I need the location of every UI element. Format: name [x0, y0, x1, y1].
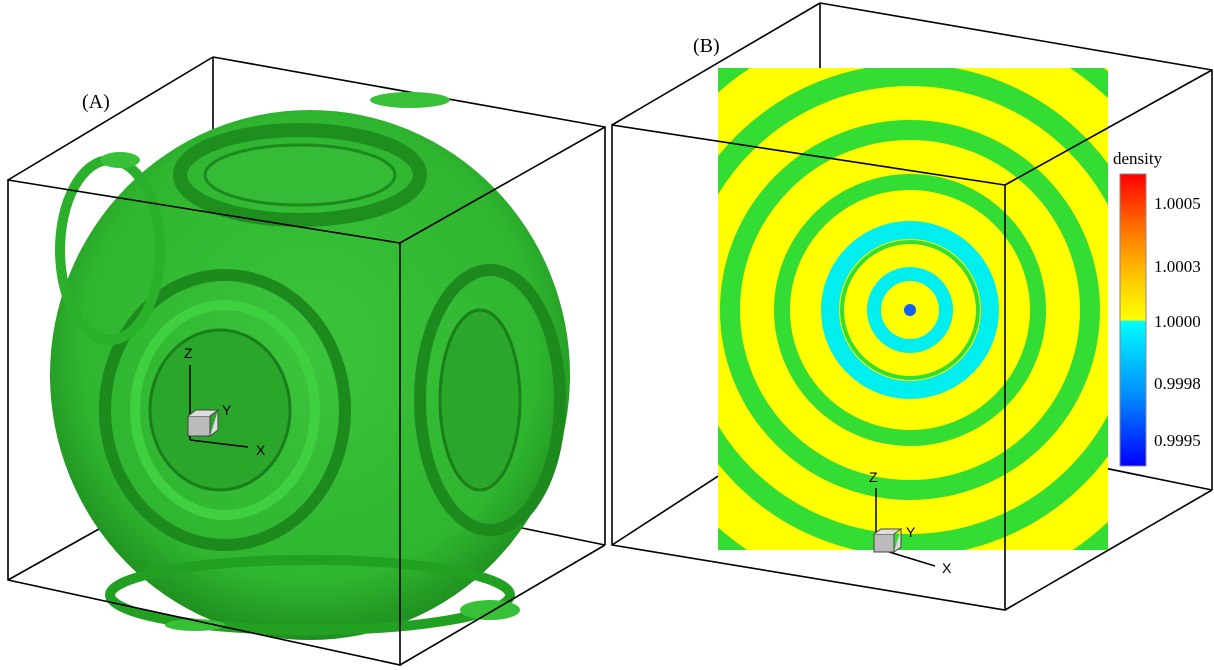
- panel-label: (B): [693, 35, 720, 57]
- axis-x: X: [256, 442, 266, 458]
- cube-front: [611, 2, 1213, 611]
- isosurface: [50, 92, 570, 640]
- colorbar-tick-label: 0.9995: [1154, 431, 1201, 450]
- axis-y: Y: [222, 402, 232, 418]
- density-slice: [718, 68, 1108, 550]
- colorbar-tick-label: 1.0003: [1154, 257, 1201, 276]
- axis-triad: Z Y X: [869, 469, 952, 576]
- axis-triad: Z Y X: [184, 345, 266, 458]
- cube-front: [7, 56, 606, 666]
- panel-b: (B) Z Y X density 1.0005 1.0003 1.0000 0.99…: [611, 2, 1213, 611]
- colorbar-title: density: [1113, 149, 1163, 168]
- panel-a: (A) Z Y X: [7, 56, 606, 666]
- axis-x: X: [942, 560, 952, 576]
- axis-z: Z: [869, 469, 878, 485]
- colorbar-scale: [1119, 173, 1147, 467]
- axis-z: Z: [184, 345, 193, 361]
- colorbar: density 1.0005 1.0003 1.0000 0.9998 0.9995: [1113, 149, 1201, 467]
- colorbar-tick-label: 0.9998: [1154, 374, 1201, 393]
- colorbar-tick-label: 1.0000: [1154, 312, 1201, 331]
- panel-label: (A): [82, 91, 110, 113]
- axis-y: Y: [906, 524, 916, 540]
- colorbar-tick-label: 1.0005: [1154, 194, 1201, 213]
